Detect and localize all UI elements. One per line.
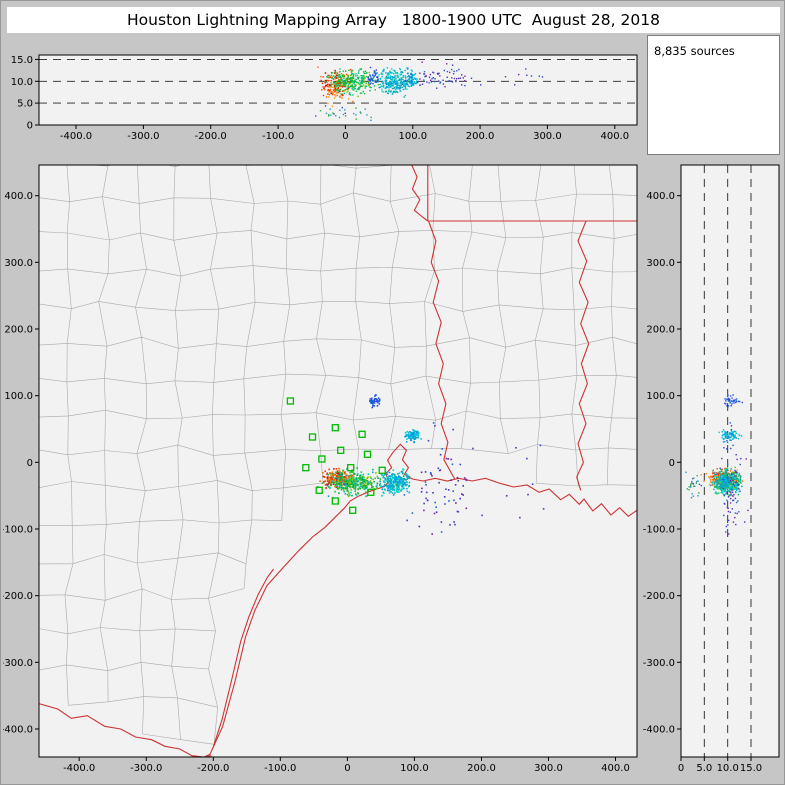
svg-text:100.0: 100.0 (400, 763, 429, 774)
svg-text:10.0: 10.0 (717, 763, 739, 774)
sources-count: 8,835 sources (654, 44, 735, 58)
svg-text:200.0: 200.0 (467, 763, 496, 774)
svg-text:-100.0: -100.0 (264, 763, 296, 774)
svg-text:0: 0 (342, 131, 348, 142)
page-title: Houston Lightning Mapping Array 1800-190… (7, 7, 780, 33)
svg-text:300.0: 300.0 (533, 131, 562, 142)
svg-text:300.0: 300.0 (646, 258, 675, 269)
svg-text:400.0: 400.0 (646, 191, 675, 202)
svg-text:0: 0 (669, 458, 675, 469)
svg-text:-300.0: -300.0 (127, 131, 159, 142)
svg-text:-400.0: -400.0 (63, 763, 95, 774)
svg-text:0: 0 (27, 121, 33, 132)
svg-text:-100.0: -100.0 (643, 525, 675, 536)
svg-text:5.0: 5.0 (696, 763, 712, 774)
svg-text:400.0: 400.0 (601, 763, 630, 774)
svg-text:5.0: 5.0 (17, 99, 33, 110)
svg-text:-400.0: -400.0 (643, 725, 675, 736)
svg-text:-200.0: -200.0 (195, 131, 227, 142)
svg-text:200.0: 200.0 (466, 131, 495, 142)
svg-text:-300.0: -300.0 (643, 658, 675, 669)
svg-text:0: 0 (344, 763, 350, 774)
svg-text:100.0: 100.0 (398, 131, 427, 142)
svg-text:15.0: 15.0 (740, 763, 762, 774)
svg-text:400.0: 400.0 (600, 131, 629, 142)
svg-text:200.0: 200.0 (4, 325, 33, 336)
svg-text:300.0: 300.0 (4, 258, 33, 269)
svg-text:-200.0: -200.0 (3, 591, 33, 602)
svg-text:100.0: 100.0 (4, 391, 33, 402)
svg-text:0: 0 (27, 458, 33, 469)
svg-text:-400.0: -400.0 (60, 131, 92, 142)
svg-text:-400.0: -400.0 (3, 725, 33, 736)
svg-text:-200.0: -200.0 (643, 591, 675, 602)
sources-box: 8,835 sources (647, 35, 780, 155)
svg-text:100.0: 100.0 (646, 391, 675, 402)
svg-text:-200.0: -200.0 (197, 763, 229, 774)
altitude-ew-panel[interactable]: -400.0 -300.0 -200.0 -100.0 0 100.0 200.0 300.0… (3, 35, 645, 155)
altitude-ns-panel[interactable]: 0 5.0 10.0 15.0 400.0 300.0 200.0 100.0 0 -100.0 -… (641, 159, 780, 780)
svg-text:-300.0: -300.0 (130, 763, 162, 774)
svg-text:400.0: 400.0 (4, 191, 33, 202)
svg-text:-100.0: -100.0 (262, 131, 294, 142)
svg-text:300.0: 300.0 (534, 763, 563, 774)
svg-text:-300.0: -300.0 (3, 658, 33, 669)
svg-text:0: 0 (678, 763, 684, 774)
svg-text:200.0: 200.0 (646, 325, 675, 336)
plan-view-map-panel[interactable]: -400.0 -300.0 -200.0 -100.0 0 100.0 200.0 300.0… (3, 159, 645, 780)
svg-text:15.0: 15.0 (11, 55, 33, 66)
svg-text:10.0: 10.0 (11, 77, 33, 88)
svg-text:-100.0: -100.0 (3, 525, 33, 536)
